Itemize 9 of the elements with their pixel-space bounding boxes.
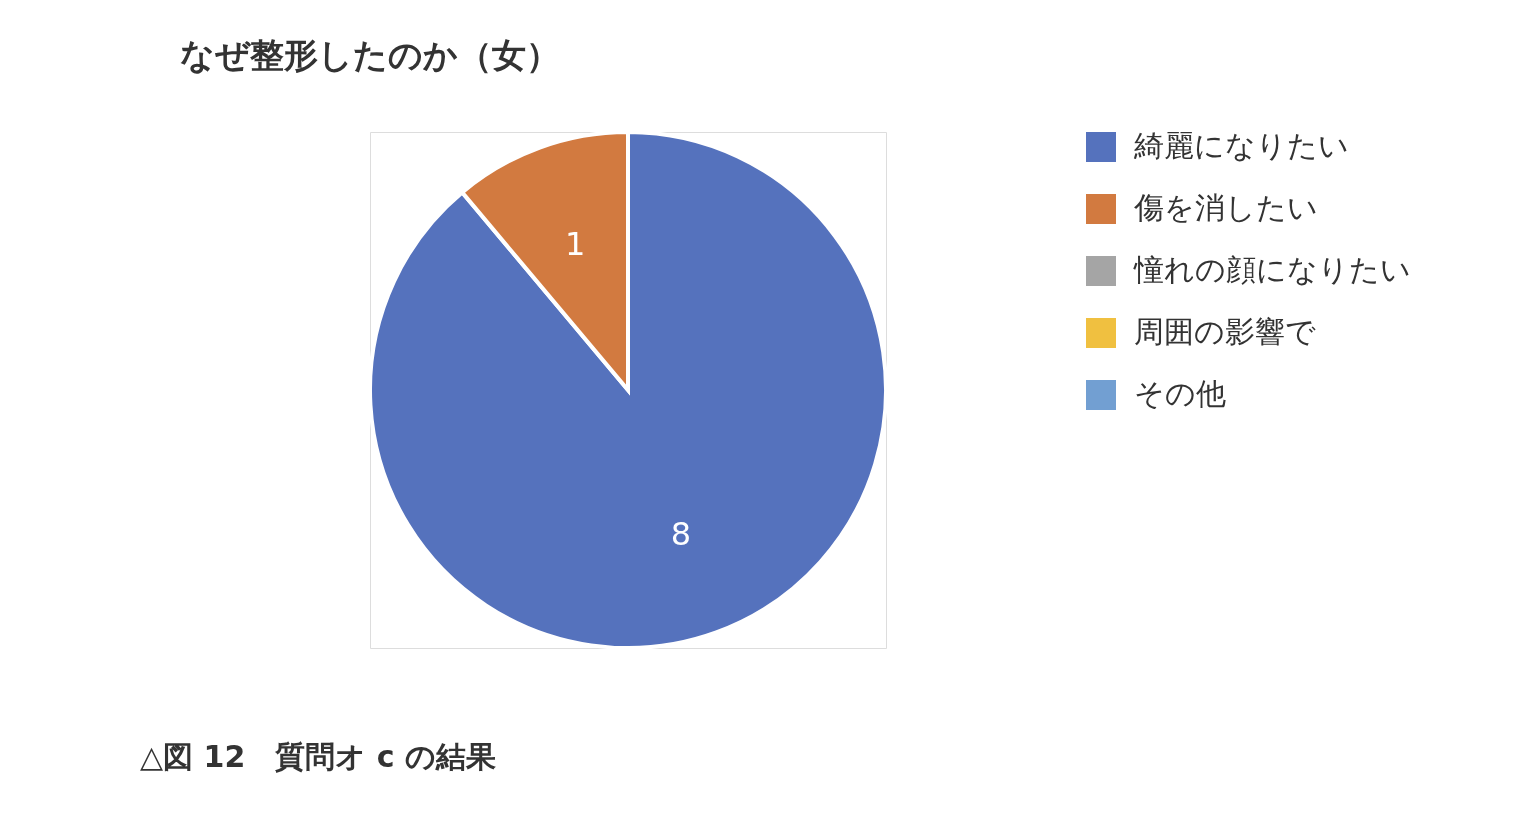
legend-label: 傷を消したい (1133, 190, 1318, 225)
chart-title: なぜ整形したのか（女） (180, 35, 560, 75)
data-label: 8 (670, 515, 692, 554)
data-label: 1 (564, 224, 586, 263)
legend-label: 周囲の影響で (1134, 314, 1316, 349)
legend-label: その他 (1134, 376, 1226, 411)
legend-label: 憧れの顔になりたい (1133, 252, 1411, 287)
text: △図 12 質問オ c の結果 (140, 739, 496, 774)
legend-label: 綺麗になりたい (1133, 128, 1349, 163)
